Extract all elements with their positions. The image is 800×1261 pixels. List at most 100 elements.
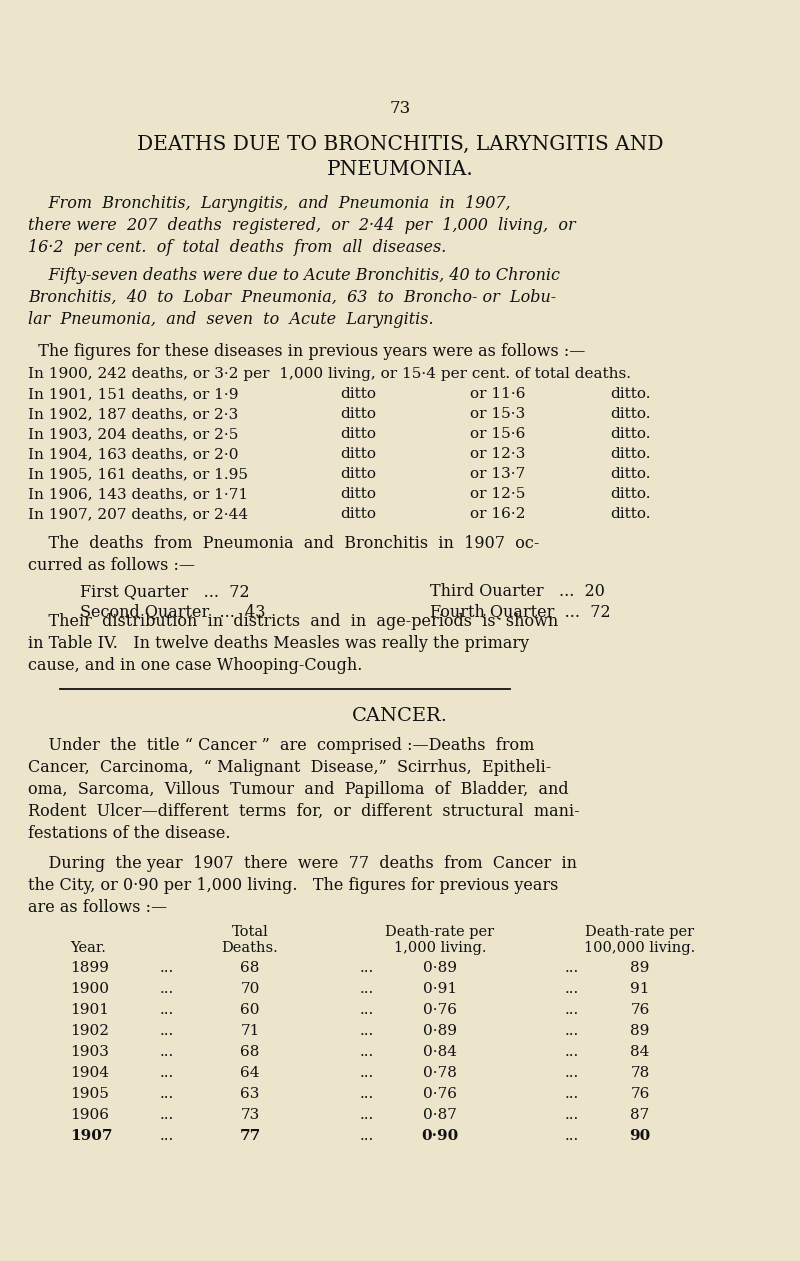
Text: 89: 89 (630, 1024, 650, 1038)
Text: 0·87: 0·87 (423, 1108, 457, 1122)
Text: 0·89: 0·89 (423, 961, 457, 975)
Text: lar  Pneumonia,  and  seven  to  Acute  Laryngitis.: lar Pneumonia, and seven to Acute Laryng… (28, 311, 434, 328)
Text: 73: 73 (390, 100, 410, 117)
Text: 16·2  per cent.  of  total  deaths  from  all  diseases.: 16·2 per cent. of total deaths from all … (28, 240, 446, 256)
Text: 0·84: 0·84 (423, 1045, 457, 1059)
Text: Their  distribution  in  districts  and  in  age-periods  is  shown: Their distribution in districts and in a… (28, 613, 558, 630)
Text: 84: 84 (630, 1045, 650, 1059)
Text: ditto.: ditto. (610, 487, 650, 501)
Text: 87: 87 (630, 1108, 650, 1122)
Text: ...: ... (565, 982, 579, 996)
Text: ...: ... (160, 1002, 174, 1018)
Text: there were  207  deaths  registered,  or  2·44  per  1,000  living,  or: there were 207 deaths registered, or 2·4… (28, 217, 576, 235)
Text: curred as follows :—: curred as follows :— (28, 557, 195, 574)
Text: Fifty-seven deaths were due to Acute Bronchitis, 40 to Chronic: Fifty-seven deaths were due to Acute Bro… (28, 267, 560, 284)
Text: ditto.: ditto. (610, 446, 650, 462)
Text: ...: ... (360, 1024, 374, 1038)
Text: 0·76: 0·76 (423, 1087, 457, 1101)
Text: Second Quarter  ...  43: Second Quarter ... 43 (80, 603, 266, 620)
Text: ditto.: ditto. (610, 387, 650, 401)
Text: ...: ... (360, 961, 374, 975)
Text: ...: ... (160, 1066, 174, 1079)
Text: DEATHS DUE TO BRONCHITIS, LARYNGITIS AND: DEATHS DUE TO BRONCHITIS, LARYNGITIS AND (137, 135, 663, 154)
Text: ditto.: ditto. (610, 507, 650, 521)
Text: 1905: 1905 (70, 1087, 109, 1101)
Text: ...: ... (565, 1087, 579, 1101)
Text: 77: 77 (239, 1129, 261, 1142)
Text: 0·89: 0·89 (423, 1024, 457, 1038)
Text: Rodent  Ulcer—different  terms  for,  or  different  structural  mani-: Rodent Ulcer—different terms for, or dif… (28, 803, 580, 820)
Text: or 12·3: or 12·3 (470, 446, 526, 462)
Text: ditto: ditto (340, 407, 376, 421)
Text: cause, and in one case Whooping-Cough.: cause, and in one case Whooping-Cough. (28, 657, 362, 673)
Text: ...: ... (360, 1087, 374, 1101)
Text: ...: ... (565, 1129, 579, 1142)
Text: 1907: 1907 (70, 1129, 113, 1142)
Text: ditto: ditto (340, 467, 376, 480)
Text: 76: 76 (630, 1002, 650, 1018)
Text: ditto.: ditto. (610, 407, 650, 421)
Text: ...: ... (565, 1108, 579, 1122)
Text: ...: ... (565, 961, 579, 975)
Text: ditto: ditto (340, 446, 376, 462)
Text: In 1906, 143 deaths, or 1·71: In 1906, 143 deaths, or 1·71 (28, 487, 248, 501)
Text: the City, or 0·90 per 1,000 living.   The figures for previous years: the City, or 0·90 per 1,000 living. The … (28, 876, 558, 894)
Text: 0·76: 0·76 (423, 1002, 457, 1018)
Text: or 12·5: or 12·5 (470, 487, 526, 501)
Text: Year.: Year. (70, 941, 106, 955)
Text: ...: ... (160, 1024, 174, 1038)
Text: First Quarter   ...  72: First Quarter ... 72 (80, 583, 250, 600)
Text: ...: ... (160, 1108, 174, 1122)
Text: Total: Total (232, 926, 268, 939)
Text: or 13·7: or 13·7 (470, 467, 526, 480)
Text: ...: ... (360, 1129, 374, 1142)
Text: In 1905, 161 deaths, or 1.95: In 1905, 161 deaths, or 1.95 (28, 467, 248, 480)
Text: ...: ... (360, 1108, 374, 1122)
Text: ...: ... (360, 1045, 374, 1059)
Text: ...: ... (360, 1002, 374, 1018)
Text: or 16·2: or 16·2 (470, 507, 526, 521)
Text: 70: 70 (240, 982, 260, 996)
Text: or 15·3: or 15·3 (470, 407, 526, 421)
Text: 60: 60 (240, 1002, 260, 1018)
Text: ...: ... (360, 1066, 374, 1079)
Text: Cancer,  Carcinoma,  “ Malignant  Disease,”  Scirrhus,  Epitheli-: Cancer, Carcinoma, “ Malignant Disease,”… (28, 759, 551, 776)
Text: In 1903, 204 deaths, or 2·5: In 1903, 204 deaths, or 2·5 (28, 427, 238, 441)
Text: ...: ... (160, 1045, 174, 1059)
Text: 89: 89 (630, 961, 650, 975)
Text: are as follows :—: are as follows :— (28, 899, 167, 915)
Text: 0·90: 0·90 (422, 1129, 458, 1142)
Text: 64: 64 (240, 1066, 260, 1079)
Text: oma,  Sarcoma,  Villous  Tumour  and  Papilloma  of  Bladder,  and: oma, Sarcoma, Villous Tumour and Papillo… (28, 781, 569, 798)
Text: ditto: ditto (340, 487, 376, 501)
Text: 1,000 living.: 1,000 living. (394, 941, 486, 955)
Text: ditto: ditto (340, 387, 376, 401)
Text: In 1900, 242 deaths, or 3·2 per  1,000 living, or 15·4 per cent. of total deaths: In 1900, 242 deaths, or 3·2 per 1,000 li… (28, 367, 631, 381)
Text: 1906: 1906 (70, 1108, 109, 1122)
Text: 68: 68 (240, 1045, 260, 1059)
Text: Under  the  title “ Cancer ”  are  comprised :—Deaths  from: Under the title “ Cancer ” are comprised… (28, 736, 534, 754)
Text: or 15·6: or 15·6 (470, 427, 526, 441)
Text: ...: ... (160, 1087, 174, 1101)
Text: ...: ... (160, 961, 174, 975)
Text: Fourth Quarter  ...  72: Fourth Quarter ... 72 (430, 603, 610, 620)
Text: In 1904, 163 deaths, or 2·0: In 1904, 163 deaths, or 2·0 (28, 446, 238, 462)
Text: 1904: 1904 (70, 1066, 109, 1079)
Text: Death-rate per: Death-rate per (386, 926, 494, 939)
Text: ...: ... (160, 1129, 174, 1142)
Text: ...: ... (565, 1024, 579, 1038)
Text: CANCER.: CANCER. (352, 707, 448, 725)
Text: Deaths.: Deaths. (222, 941, 278, 955)
Text: festations of the disease.: festations of the disease. (28, 825, 230, 842)
Text: 91: 91 (630, 982, 650, 996)
Text: The  deaths  from  Pneumonia  and  Bronchitis  in  1907  oc-: The deaths from Pneumonia and Bronchitis… (28, 535, 539, 552)
Text: ditto: ditto (340, 427, 376, 441)
Text: 100,000 living.: 100,000 living. (584, 941, 696, 955)
Text: 71: 71 (240, 1024, 260, 1038)
Text: ...: ... (360, 982, 374, 996)
Text: ditto.: ditto. (610, 427, 650, 441)
Text: From  Bronchitis,  Laryngitis,  and  Pneumonia  in  1907,: From Bronchitis, Laryngitis, and Pneumon… (28, 195, 510, 212)
Text: 1903: 1903 (70, 1045, 109, 1059)
Text: In 1901, 151 deaths, or 1·9: In 1901, 151 deaths, or 1·9 (28, 387, 238, 401)
Text: 78: 78 (630, 1066, 650, 1079)
